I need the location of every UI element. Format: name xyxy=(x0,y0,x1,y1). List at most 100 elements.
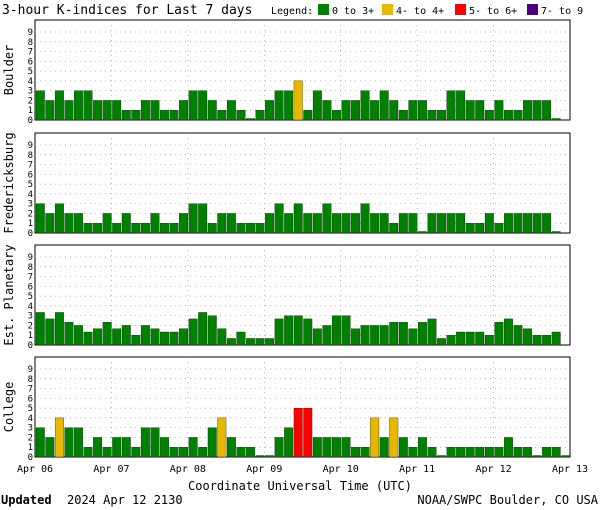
kp-bar xyxy=(83,331,93,346)
kp-bar xyxy=(284,90,294,121)
kp-bar xyxy=(54,417,64,458)
y-tick-label: 1 xyxy=(28,331,33,341)
kp-bar xyxy=(503,110,513,121)
y-tick-label: 8 xyxy=(28,38,33,48)
kp-bar xyxy=(284,427,294,458)
x-tick-label: Apr 10 xyxy=(323,464,359,475)
kp-bar xyxy=(465,331,475,346)
legend-swatch xyxy=(455,4,466,15)
kp-bar xyxy=(417,231,427,234)
kp-bar xyxy=(236,447,246,458)
kp-bar xyxy=(160,223,169,234)
chart-title: 3-hour K-indices for Last 7 days xyxy=(2,3,252,18)
kp-bar xyxy=(389,417,399,458)
kp-bar xyxy=(112,328,122,346)
kp-bar xyxy=(389,322,399,346)
y-tick-label: 9 xyxy=(28,28,33,38)
kp-bar xyxy=(35,90,45,121)
kp-bar xyxy=(494,223,504,234)
legend-entry: 4- to 4+ xyxy=(396,6,444,17)
kp-bar xyxy=(398,437,408,458)
kp-bar xyxy=(207,100,217,121)
kp-bar xyxy=(150,328,160,346)
kp-bar xyxy=(427,447,437,458)
x-tick-label: Apr 08 xyxy=(170,464,206,475)
kp-bar xyxy=(64,213,74,234)
kp-bar xyxy=(207,315,217,346)
kp-bar xyxy=(551,231,561,234)
kp-bar xyxy=(121,325,131,346)
kp-bar xyxy=(112,100,122,121)
kp-bar xyxy=(398,110,408,121)
kp-bar xyxy=(150,213,160,234)
station-label: College xyxy=(2,382,16,433)
y-tick-label: 8 xyxy=(28,263,33,273)
kp-bar xyxy=(332,315,341,346)
kp-bar xyxy=(54,312,64,346)
kp-bar xyxy=(542,100,552,121)
kp-bar xyxy=(217,110,227,121)
kp-bar xyxy=(35,312,45,346)
footer-updated-value: 2024 Apr 12 2130 xyxy=(67,493,183,507)
y-tick-label: 1 xyxy=(28,443,33,453)
kp-bar xyxy=(513,213,523,234)
kp-bar xyxy=(408,447,418,458)
kp-bar xyxy=(503,213,513,234)
kp-bar xyxy=(140,325,150,346)
kp-bar xyxy=(332,110,341,121)
kp-bar xyxy=(93,100,103,121)
y-tick-label: 3 xyxy=(28,200,33,210)
kp-bar xyxy=(551,331,561,346)
kp-bar xyxy=(351,447,360,458)
kp-bar xyxy=(379,90,389,121)
kp-bar xyxy=(303,407,313,458)
legend-entry: 7- to 9 xyxy=(541,6,583,17)
kp-bar xyxy=(226,437,236,458)
kp-bar xyxy=(465,223,475,234)
kp-bar xyxy=(341,437,351,458)
kp-bar xyxy=(207,427,217,458)
station-label: Fredericksburg xyxy=(2,132,16,233)
kp-bar xyxy=(389,223,399,234)
kp-bar xyxy=(226,338,236,346)
kp-bar xyxy=(102,213,112,234)
y-tick-label: 3 xyxy=(28,312,33,322)
kp-bar xyxy=(484,110,494,121)
y-tick-label: 8 xyxy=(28,151,33,161)
kp-bar xyxy=(102,447,112,458)
kp-bar xyxy=(121,110,131,121)
station-label: Boulder xyxy=(2,45,16,96)
kp-bar xyxy=(475,331,485,346)
kp-bar xyxy=(494,447,504,458)
kp-bar xyxy=(131,223,141,234)
kp-bar xyxy=(389,100,399,121)
kp-bar xyxy=(45,437,55,458)
y-tick-label: 0 xyxy=(28,453,33,463)
y-tick-label: 0 xyxy=(28,229,33,239)
kp-bar xyxy=(246,338,255,346)
kp-bar xyxy=(494,322,504,346)
kp-bar xyxy=(179,328,189,346)
footer-source: NOAA/SWPC Boulder, CO USA xyxy=(417,493,598,507)
kp-bar xyxy=(465,100,475,121)
kp-bar xyxy=(303,318,313,346)
kp-bar xyxy=(465,447,475,458)
kp-bar xyxy=(446,447,456,458)
kp-bar xyxy=(246,223,255,234)
y-tick-label: 4 xyxy=(28,302,33,312)
kp-bar xyxy=(408,328,418,346)
kp-bar xyxy=(246,118,255,121)
kp-bar xyxy=(64,322,74,346)
kp-bar xyxy=(179,447,189,458)
y-tick-label: 9 xyxy=(28,253,33,263)
x-tick-label: Apr 06 xyxy=(17,464,53,475)
kp-bar xyxy=(332,437,341,458)
kp-bar xyxy=(523,447,532,458)
kp-bar xyxy=(74,213,83,234)
kp-bar xyxy=(456,331,466,346)
y-tick-label: 2 xyxy=(28,433,33,443)
y-tick-label: 1 xyxy=(28,106,33,116)
kp-bar xyxy=(179,100,189,121)
kp-bar xyxy=(284,315,294,346)
y-tick-label: 8 xyxy=(28,375,33,385)
